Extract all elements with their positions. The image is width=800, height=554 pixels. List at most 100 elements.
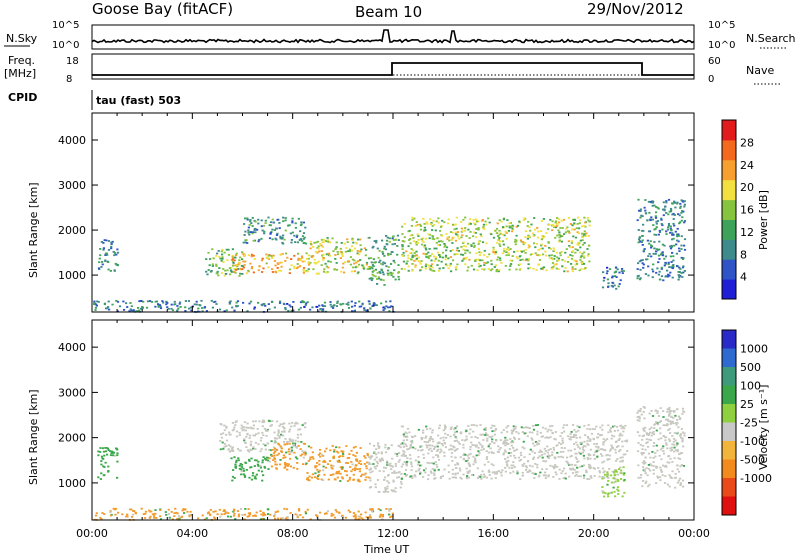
range-cell (249, 262, 252, 265)
range-cell (250, 222, 253, 224)
range-cell (586, 254, 590, 257)
range-cell (513, 466, 516, 468)
range-cell (367, 476, 371, 479)
range-cell (583, 242, 586, 244)
range-cell (176, 517, 179, 520)
range-cell (434, 258, 437, 260)
range-cell (492, 464, 495, 467)
range-cell (547, 242, 550, 244)
range-cell (568, 464, 571, 466)
range-cell (438, 240, 441, 243)
range-cell (178, 517, 181, 520)
range-cell (477, 446, 480, 449)
range-cell (416, 233, 419, 236)
range-cell (678, 453, 681, 456)
range-cell (347, 303, 350, 306)
range-cell (273, 458, 277, 460)
range-cell (239, 272, 242, 275)
range-cell (361, 264, 364, 267)
colorbar-tick-label: 25 (740, 398, 754, 411)
range-cell (309, 518, 312, 521)
range-cell (232, 262, 235, 264)
range-cell (129, 302, 132, 304)
range-cell (670, 229, 673, 231)
range-cell (495, 270, 498, 273)
range-cell (435, 454, 438, 456)
range-cell (246, 218, 249, 221)
range-cell (507, 252, 510, 255)
range-cell (166, 306, 169, 309)
range-cell (384, 488, 387, 491)
range-cell (401, 245, 404, 248)
range-cell (424, 247, 427, 250)
range-cell (365, 516, 368, 519)
freq-tick-top: 18 (66, 56, 79, 67)
nave-label: Nave (746, 64, 774, 77)
range-cell (613, 471, 616, 474)
range-cell (297, 445, 300, 447)
range-cell (548, 257, 551, 260)
range-cell (275, 463, 278, 466)
range-cell (231, 446, 234, 449)
range-cell (464, 257, 468, 260)
range-cell (274, 237, 277, 240)
power-colorbar-label: Power [dB] (757, 190, 770, 250)
range-cell (622, 270, 625, 272)
range-cell (648, 428, 651, 430)
range-cell (647, 274, 650, 277)
range-cell (586, 248, 589, 250)
range-cell (609, 427, 613, 429)
range-cell (263, 427, 266, 430)
range-cell (606, 483, 609, 486)
range-cell (369, 514, 372, 516)
range-cell (422, 245, 426, 248)
range-cell (578, 426, 581, 429)
range-cell (282, 242, 285, 245)
range-cell (581, 239, 584, 242)
range-cell (144, 510, 148, 513)
range-cell (249, 426, 252, 429)
range-cell (625, 440, 628, 443)
range-cell (646, 239, 649, 242)
range-cell (571, 468, 575, 471)
range-cell (489, 443, 492, 445)
range-cell (264, 444, 267, 447)
range-cell (501, 252, 504, 255)
range-cell (387, 274, 390, 276)
range-cell (315, 514, 318, 516)
range-cell (454, 231, 458, 234)
range-cell (158, 304, 161, 306)
range-cell (534, 246, 537, 249)
range-cell (330, 512, 333, 515)
range-cell (610, 444, 613, 447)
range-cell (106, 447, 109, 450)
range-cell (681, 439, 684, 441)
range-cell (389, 263, 393, 265)
range-cell (304, 304, 307, 306)
range-cell (513, 438, 516, 440)
range-cell (539, 247, 542, 250)
range-cell (405, 262, 408, 265)
range-cell (583, 449, 586, 452)
range-cell (355, 458, 358, 461)
range-cell (641, 244, 644, 246)
range-cell (107, 268, 110, 271)
range-cell (421, 239, 424, 242)
range-cell (250, 457, 253, 460)
range-cell (451, 476, 454, 479)
range-cell (397, 271, 400, 273)
x-tick-label: 00:00 (678, 527, 710, 540)
range-cell (575, 260, 578, 263)
range-cell (247, 269, 250, 272)
range-cell (654, 215, 657, 218)
range-cell (643, 468, 646, 471)
range-cell (319, 243, 322, 245)
range-cell (580, 443, 583, 445)
colorbar-swatch (722, 348, 736, 368)
range-cell (504, 230, 507, 233)
range-cell (304, 510, 307, 513)
range-cell (401, 240, 404, 243)
range-cell (231, 254, 234, 257)
range-cell (462, 248, 465, 251)
range-cell (233, 509, 236, 512)
